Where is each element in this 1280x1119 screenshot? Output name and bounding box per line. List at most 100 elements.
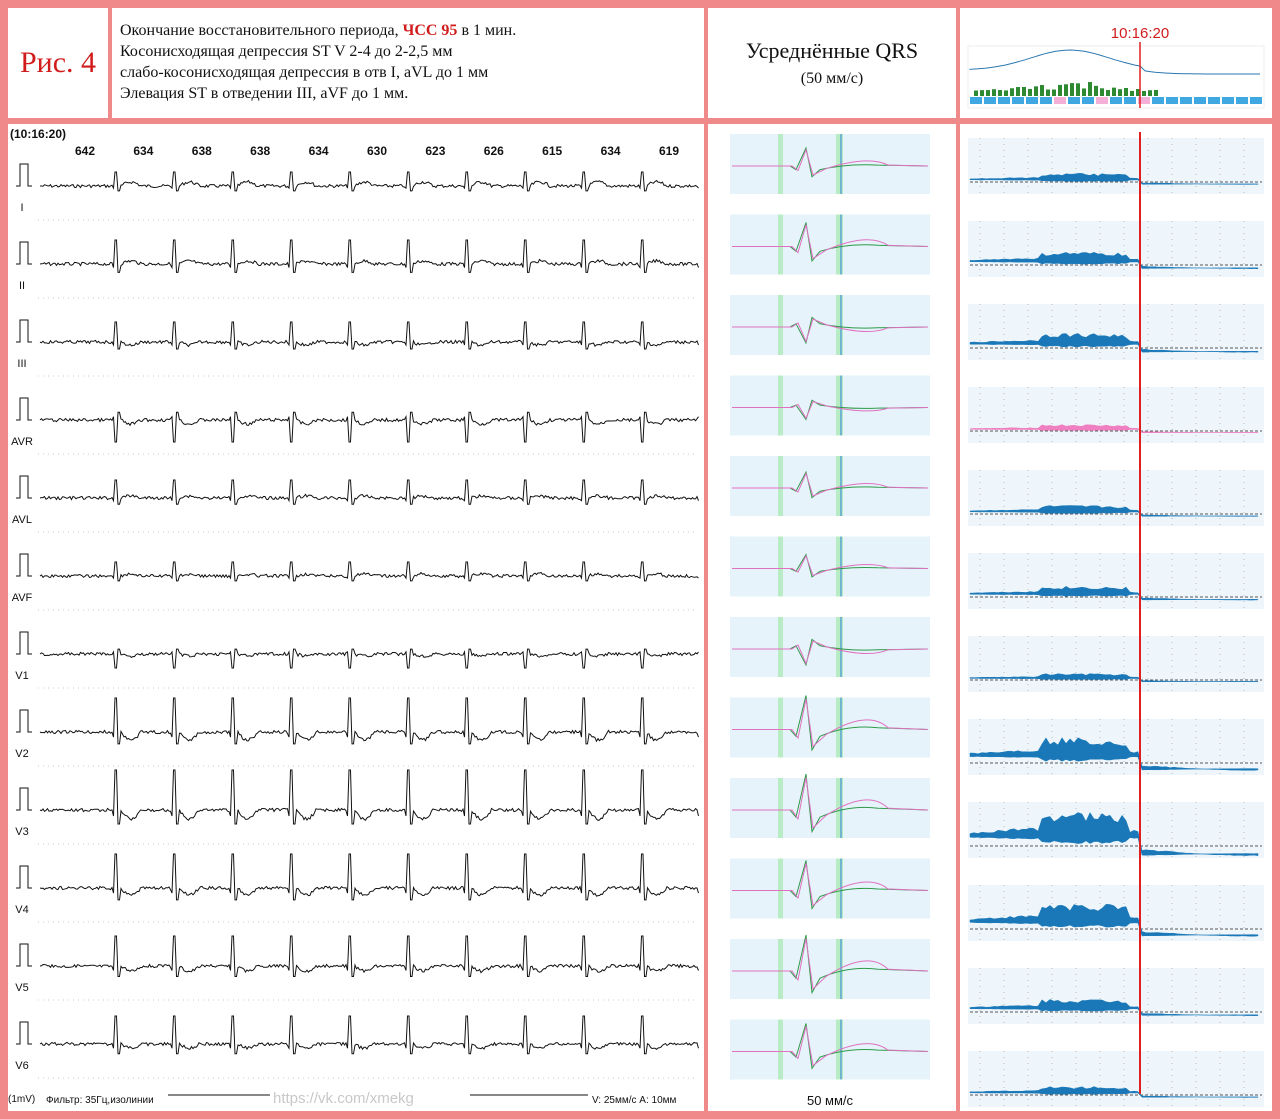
activity-bar <box>1088 82 1092 96</box>
activity-bar <box>1076 83 1080 96</box>
averaged-qrs-background <box>730 1019 930 1080</box>
averaged-marker-band <box>836 536 843 597</box>
activity-bar <box>1100 88 1104 96</box>
averaged-qrs-background <box>730 214 930 275</box>
activity-bar <box>1028 88 1032 96</box>
segment-bar <box>998 97 1010 104</box>
st-trend-area <box>969 333 1259 353</box>
calibration-pulse <box>16 943 32 967</box>
averaged-qrs-reference <box>732 148 929 176</box>
ecg-trace <box>39 321 699 350</box>
averaged-qrs-reference <box>732 777 929 830</box>
st-trend-background <box>968 221 1264 277</box>
averaged-marker-band <box>778 295 783 355</box>
st-trend-background <box>968 553 1264 609</box>
averaged-qrs-background <box>730 858 930 919</box>
ecg-trace <box>39 648 699 669</box>
segment-bar <box>1096 97 1108 104</box>
rr-interval-label: 638 <box>192 144 212 158</box>
averaged-qrs-current <box>732 146 929 178</box>
lead-label: II <box>19 280 25 292</box>
segment-bar <box>970 97 982 104</box>
st-trend-area <box>969 904 1259 937</box>
heart-rate-line <box>969 49 1260 75</box>
trend-time-label: 10:16:20 <box>1111 25 1169 42</box>
activity-bar <box>974 90 978 96</box>
averaged-qrs-background <box>730 134 930 194</box>
calibration-pulse <box>16 1021 32 1045</box>
lead-label: V5 <box>15 982 28 994</box>
lead-label: AVR <box>11 436 33 448</box>
ecg-trace <box>39 769 699 825</box>
averaged-qrs-current <box>732 860 929 910</box>
calibration-pulse <box>16 475 32 499</box>
segment-bar <box>1026 97 1038 104</box>
activity-bar <box>998 90 1002 96</box>
averaged-qrs-title: Усреднённые QRS <box>745 38 919 63</box>
st-trend-area <box>969 812 1259 856</box>
lead-label: III <box>17 358 26 370</box>
calibration-label: (1mV) <box>8 1094 35 1105</box>
averaged-qrs-reference <box>732 472 929 497</box>
activity-bar <box>1058 84 1062 96</box>
ecg-trace <box>39 561 699 582</box>
averaged-qrs-reference <box>732 224 929 260</box>
ecg-trace <box>39 935 699 977</box>
segment-bar <box>1012 97 1024 104</box>
description-text: Окончание восстановительного периода, <box>120 22 403 39</box>
segment-bar <box>1250 97 1262 104</box>
hr-trend-graph: 10:16:20 <box>967 25 1265 109</box>
averaged-marker-band <box>778 697 783 758</box>
st-trend-background <box>968 968 1264 1024</box>
averaged-qrs-subtitle: (50 мм/с) <box>800 70 864 87</box>
ecg-strip: (10:16:20) (1mV) Фильтр: 35Гц,изолинии h… <box>8 127 699 1107</box>
averaged-qrs-header: Усреднённые QRS (50 мм/с) <box>708 8 956 118</box>
st-trend-background <box>968 1051 1264 1107</box>
ecg-trace <box>39 411 699 443</box>
activity-bar <box>1106 90 1110 96</box>
st-trend-area <box>969 586 1259 601</box>
averaged-marker-band <box>778 617 783 677</box>
segment-bar <box>1082 97 1094 104</box>
segment-bar <box>1152 97 1164 104</box>
averaged-marker-band <box>778 858 783 919</box>
averaged-qrs-reference <box>732 698 929 748</box>
calibration-pulse <box>16 709 32 733</box>
lead-label: I <box>20 202 23 214</box>
ecg-trace <box>39 239 699 273</box>
rr-interval-label: 638 <box>250 144 270 158</box>
averaged-qrs-current <box>732 470 929 499</box>
st-trend-area <box>969 737 1259 771</box>
lead-label: V4 <box>15 904 28 916</box>
averaged-qrs-reference <box>732 554 929 577</box>
segment-bar <box>1040 97 1052 104</box>
averaged-marker-band <box>778 456 783 516</box>
description-text: в 1 мин. <box>457 22 517 39</box>
segment-bar <box>1194 97 1206 104</box>
averaged-qrs-panel: 50 мм/с <box>708 124 956 1111</box>
segment-bar <box>1208 97 1220 104</box>
rr-interval-label: 634 <box>133 144 153 158</box>
st-trend-background <box>968 387 1264 443</box>
lead-label: V3 <box>15 826 28 838</box>
activity-bar <box>986 90 990 96</box>
averaged-marker-band <box>836 375 843 436</box>
averaged-qrs-current <box>732 316 929 345</box>
st-trend-area <box>969 999 1259 1016</box>
segment-bar <box>1166 97 1178 104</box>
rr-interval-label: 642 <box>75 144 95 158</box>
rr-interval-label: 630 <box>367 144 387 158</box>
activity-bar <box>1136 89 1140 96</box>
st-trend-background <box>968 304 1264 360</box>
activity-bar <box>1010 88 1014 96</box>
averaged-qrs-reference <box>732 640 929 665</box>
activity-bar <box>1064 84 1068 96</box>
calibration-pulse <box>16 397 32 421</box>
averaged-qrs-reference <box>732 400 929 420</box>
activity-bar <box>1094 85 1098 96</box>
description-line-1: Окончание восстановительного периода, ЧС… <box>120 20 696 41</box>
st-trend-area <box>969 1086 1259 1098</box>
calibration-pulse <box>16 163 32 187</box>
activity-bar <box>980 90 984 96</box>
activity-bar <box>1040 85 1044 96</box>
